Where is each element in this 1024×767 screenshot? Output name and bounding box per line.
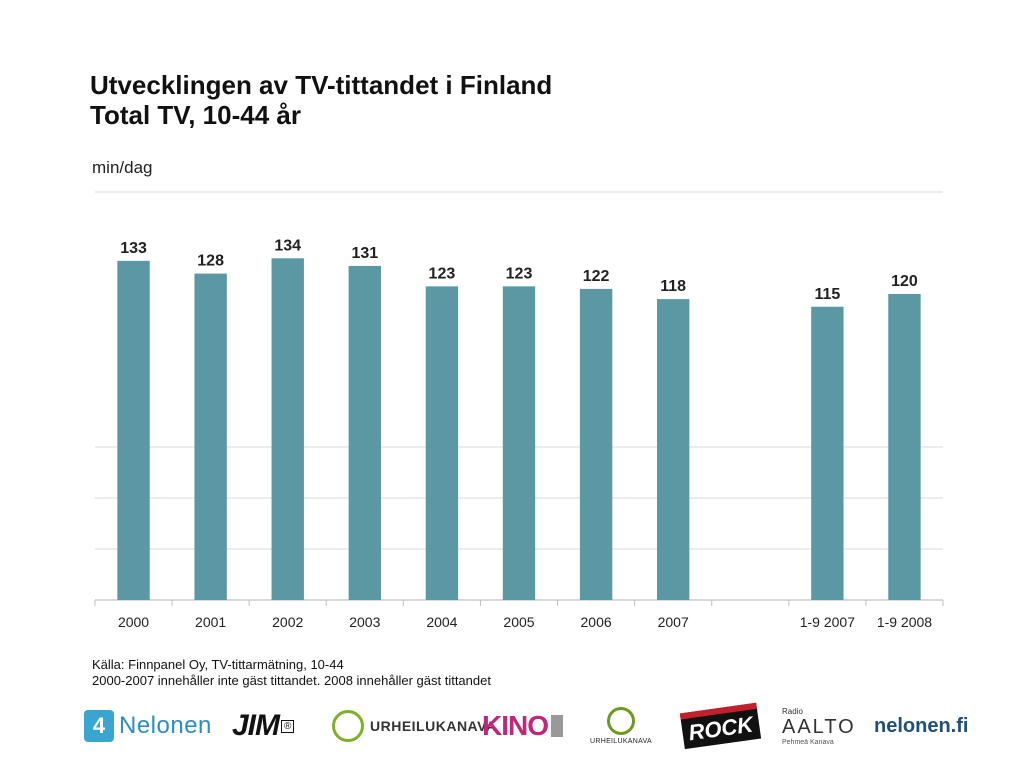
y-unit-label: min/dag xyxy=(92,158,153,177)
x-tick-label: 2001 xyxy=(195,614,226,630)
kino-tag-icon xyxy=(551,715,563,737)
jim-logo-text: JIM xyxy=(232,709,280,742)
source-note: Källa: Finnpanel Oy, TV-tittarmätning, 1… xyxy=(92,657,491,689)
data-label: 120 xyxy=(891,273,918,290)
bar xyxy=(425,286,459,600)
x-tick-label: 2002 xyxy=(272,614,303,630)
data-label: 118 xyxy=(660,278,686,295)
data-label: 115 xyxy=(814,286,840,303)
x-tick-label: 2000 xyxy=(118,614,149,630)
jim-logo: JIM ® xyxy=(232,700,295,752)
x-tick-label: 2004 xyxy=(426,614,457,630)
urheilukanava-logo-text: URHEILUKANAVA xyxy=(370,718,497,734)
nelonen-logo-text: Nelonen xyxy=(119,712,212,739)
radio-aalto-logo: Radio AALTO Pehmeä Kanava xyxy=(782,700,856,752)
chart-title: Utvecklingen av TV-tittandet i Finland T… xyxy=(90,70,552,130)
urheilukanava-small-text: URHEILUKANAVA xyxy=(590,738,652,745)
kino-logo-text: KINO xyxy=(482,710,549,741)
urheilukanava-small-logo: URHEILUKANAVA xyxy=(590,700,652,752)
x-tick-label: 1-9 2007 xyxy=(800,614,855,630)
radio-rock-logo-text: ROCK xyxy=(679,702,761,750)
title-line-1: Utvecklingen av TV-tittandet i Finland xyxy=(90,70,553,100)
data-label: 131 xyxy=(351,245,378,262)
data-label: 123 xyxy=(429,265,456,282)
data-label: 134 xyxy=(274,237,301,254)
bar xyxy=(271,258,304,600)
x-tick-label: 2007 xyxy=(658,614,689,630)
bar xyxy=(194,273,227,600)
bar xyxy=(117,260,150,600)
nelonen-logo: 4 Nelonen xyxy=(84,700,212,752)
x-tick-label: 2006 xyxy=(581,614,612,630)
urheilukanava-icon xyxy=(332,710,364,742)
data-label: 133 xyxy=(120,240,147,257)
x-tick-label: 2003 xyxy=(349,614,380,630)
title-line-2: Total TV, 10-44 år xyxy=(90,100,301,130)
data-label: 123 xyxy=(506,265,533,282)
bar-chart: 133 2000 128 2001 134 2002 131 2003 123 2004 123 20… xyxy=(94,191,944,630)
urheilukanava-small-icon xyxy=(607,707,635,735)
nelonen-4-icon: 4 xyxy=(84,710,114,742)
nelonen-fi-text: nelonen.fi xyxy=(874,714,969,737)
data-label: 128 xyxy=(197,253,224,270)
source-line-1: Källa: Finnpanel Oy, TV-tittarmätning, 1… xyxy=(92,657,344,672)
nelonen-fi-logo: nelonen.fi xyxy=(874,700,968,752)
bar xyxy=(502,286,536,600)
x-tick-label: 2005 xyxy=(503,614,534,630)
bar xyxy=(888,294,921,600)
radio-aalto-text: AALTO xyxy=(782,715,856,738)
bar xyxy=(579,288,613,600)
kino-logo: KINO xyxy=(482,700,563,752)
x-tick-label: 1-9 2008 xyxy=(877,614,932,630)
bar xyxy=(656,299,690,600)
data-label: 122 xyxy=(583,268,610,285)
source-line-2: 2000-2007 innehåller inte gäst tittandet… xyxy=(92,673,491,688)
radio-aalto-top-text: Radio xyxy=(782,706,803,716)
radio-rock-logo: ROCK xyxy=(679,700,761,752)
bar xyxy=(348,265,382,600)
radio-aalto-sub-text: Pehmeä Kanava xyxy=(782,738,834,746)
urheilukanava-logo: URHEILUKANAVA xyxy=(332,700,497,752)
logo-strip: 4 Nelonen JIM ® URHEILUKANAVA KINO URHEI… xyxy=(82,700,968,756)
jim-logo-mark: ® xyxy=(281,719,295,733)
bar xyxy=(811,306,844,600)
